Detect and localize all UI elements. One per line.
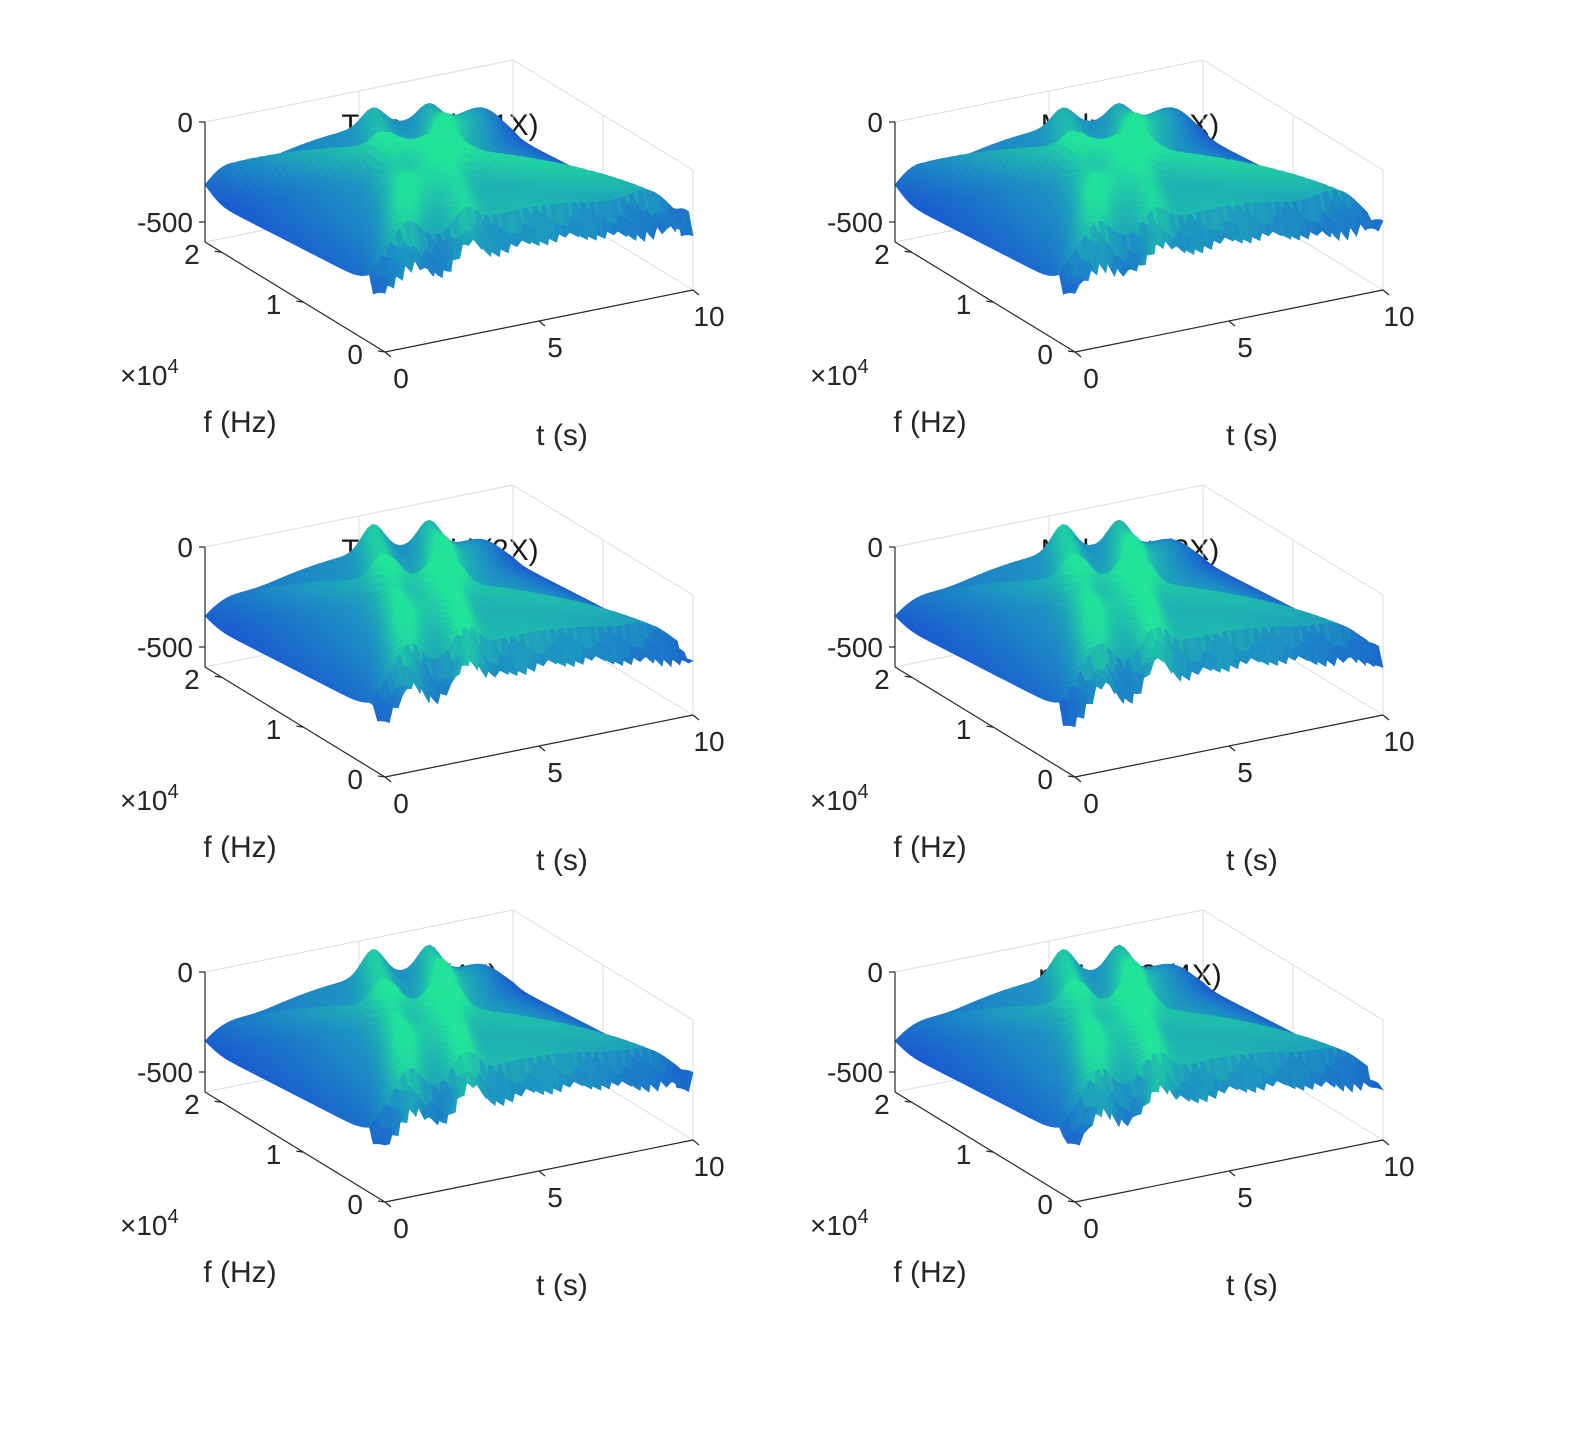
y-axis-label: f (Hz) <box>203 406 276 439</box>
surface-mesh <box>894 102 1384 296</box>
z-tick-label: 0 <box>177 107 193 138</box>
x-tick-label: 10 <box>693 301 724 332</box>
y-exponent-label: ×104 <box>120 356 179 391</box>
y-tick-label: 2 <box>184 239 200 270</box>
x-tick <box>384 351 392 358</box>
axis-line <box>204 241 386 353</box>
surface-mesh <box>204 102 694 295</box>
x-tick-label: 5 <box>547 332 563 363</box>
surface-patch <box>684 208 694 237</box>
x-axis-label: t (s) <box>536 419 588 452</box>
x-tick-label: 0 <box>393 363 409 394</box>
y-exponent-base: ×10 <box>120 360 168 391</box>
y-tick <box>296 300 304 303</box>
z-tick-label: -500 <box>137 207 193 238</box>
y-exponent-power: 4 <box>168 356 179 378</box>
y-tick <box>377 350 386 353</box>
y-tick-label: 0 <box>347 339 363 370</box>
x-tick <box>692 289 700 296</box>
y-tick <box>214 250 222 253</box>
x-tick <box>538 320 546 327</box>
y-tick-label: 1 <box>266 289 282 320</box>
